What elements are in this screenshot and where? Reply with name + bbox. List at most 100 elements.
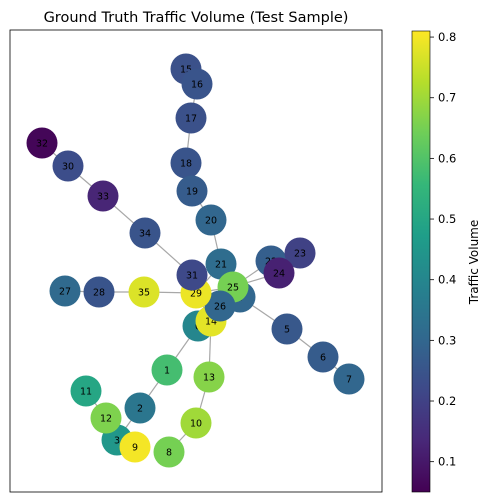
node-circle — [87, 180, 119, 212]
node-circle — [205, 248, 237, 280]
node-label: 35 — [138, 288, 150, 299]
node-circle — [284, 237, 316, 269]
node-label: 30 — [62, 162, 74, 173]
node-label: 18 — [180, 159, 192, 170]
node-28: 28 — [83, 276, 115, 308]
node-circle — [90, 402, 122, 434]
chart-title: Ground Truth Traffic Volume (Test Sample… — [44, 10, 349, 26]
node-layer: 0123456789101112131415161718192021222324… — [26, 53, 365, 468]
node-circle — [175, 102, 207, 134]
node-34: 34 — [129, 217, 161, 249]
node-circle — [83, 276, 115, 308]
colorbar-gradient — [411, 30, 431, 493]
node-circle — [124, 392, 156, 424]
node-label: 23 — [294, 249, 306, 260]
node-circle — [129, 217, 161, 249]
node-24: 24 — [263, 257, 295, 289]
colorbar-tick-label: 0.8 — [438, 30, 456, 44]
node-23: 23 — [284, 237, 316, 269]
node-label: 6 — [320, 353, 326, 364]
node-16: 16 — [181, 68, 213, 100]
node-circle — [263, 257, 295, 289]
node-circle — [193, 361, 225, 393]
node-7: 7 — [333, 363, 365, 395]
node-2: 2 — [124, 392, 156, 424]
node-13: 13 — [193, 361, 225, 393]
node-circle — [119, 431, 151, 463]
node-circle — [151, 354, 183, 386]
node-circle — [181, 68, 213, 100]
node-label: 24 — [273, 269, 285, 280]
node-circle — [307, 341, 339, 373]
node-17: 17 — [175, 102, 207, 134]
node-label: 5 — [284, 325, 290, 336]
node-20: 20 — [195, 204, 227, 236]
node-circle — [153, 436, 185, 468]
node-label: 15 — [180, 65, 192, 76]
node-1: 1 — [151, 354, 183, 386]
node-35: 35 — [128, 276, 160, 308]
node-19: 19 — [176, 175, 208, 207]
node-11: 11 — [70, 375, 102, 407]
node-18: 18 — [170, 147, 202, 179]
node-8: 8 — [153, 436, 185, 468]
node-label: 7 — [346, 375, 352, 386]
node-label: 17 — [185, 114, 197, 125]
node-label: 2 — [137, 404, 143, 415]
node-32: 32 — [26, 127, 58, 159]
node-circle — [176, 175, 208, 207]
node-label: 12 — [100, 414, 112, 425]
node-label: 26 — [214, 302, 226, 313]
node-label: 25 — [227, 283, 239, 294]
node-21: 21 — [205, 248, 237, 280]
node-circle — [271, 313, 303, 345]
colorbar-tick-label: 0.5 — [438, 212, 456, 226]
colorbar-tick-label: 0.4 — [438, 273, 456, 287]
colorbar: 0.1 0.2 0.3 0.4 0.5 0.6 0.7 0.8 Traffic Volume — [411, 30, 481, 493]
node-label: 11 — [80, 387, 92, 398]
node-circle — [70, 375, 102, 407]
node-label: 27 — [59, 287, 71, 298]
node-circle — [170, 147, 202, 179]
node-label: 21 — [215, 260, 227, 271]
colorbar-tick-label: 0.1 — [438, 455, 456, 469]
colorbar-tick-label: 0.2 — [438, 394, 456, 408]
node-label: 10 — [190, 419, 202, 430]
node-30: 30 — [52, 150, 84, 182]
node-circle — [195, 204, 227, 236]
node-label: 19 — [186, 187, 198, 198]
node-label: 1 — [164, 366, 170, 377]
node-6: 6 — [307, 341, 339, 373]
node-label: 34 — [139, 229, 151, 240]
node-label: 9 — [132, 443, 138, 454]
node-label: 16 — [191, 80, 203, 91]
node-9: 9 — [119, 431, 151, 463]
node-10: 10 — [180, 407, 212, 439]
colorbar-ticks: 0.1 0.2 0.3 0.4 0.5 0.6 0.7 0.8 — [430, 30, 456, 469]
colorbar-tick-label: 0.3 — [438, 333, 456, 347]
node-circle — [333, 363, 365, 395]
colorbar-tick-label: 0.6 — [438, 151, 456, 165]
node-circle — [176, 259, 208, 291]
node-label: 29 — [190, 289, 202, 300]
node-label: 8 — [166, 448, 172, 459]
node-label: 33 — [97, 192, 109, 203]
colorbar-tick-label: 0.7 — [438, 91, 456, 105]
node-31: 31 — [176, 259, 208, 291]
node-label: 28 — [93, 288, 105, 299]
node-circle — [204, 290, 236, 322]
node-label: 32 — [36, 139, 48, 150]
node-circle — [128, 276, 160, 308]
node-26: 26 — [204, 290, 236, 322]
node-5: 5 — [271, 313, 303, 345]
node-label: 20 — [205, 216, 217, 227]
node-27: 27 — [49, 275, 81, 307]
node-label: 3 — [114, 436, 120, 447]
node-label: 14 — [205, 317, 217, 328]
node-circle — [26, 127, 58, 159]
node-12: 12 — [90, 402, 122, 434]
node-circle — [52, 150, 84, 182]
node-circle — [180, 407, 212, 439]
node-label: 31 — [186, 271, 198, 282]
